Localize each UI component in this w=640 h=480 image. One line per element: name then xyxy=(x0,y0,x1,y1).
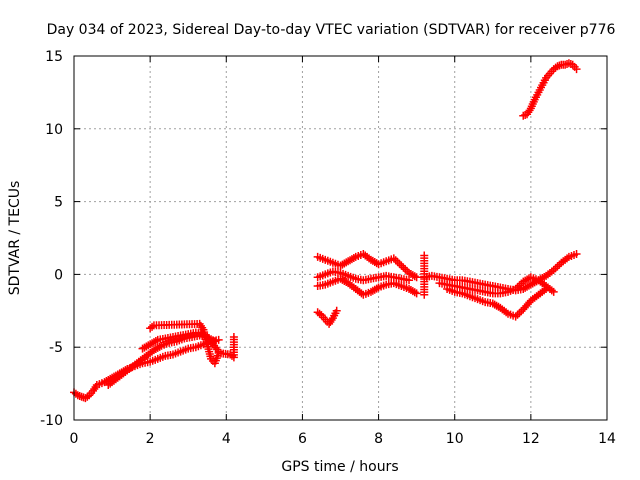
data-point xyxy=(315,309,324,318)
y-tick-label: 15 xyxy=(45,49,63,65)
x-tick-label: 8 xyxy=(374,431,383,447)
data-point xyxy=(412,289,421,298)
data-point xyxy=(515,281,524,290)
data-point xyxy=(397,261,406,270)
axis-ticks: 0 2 4 6 8 10 12 14 -10 -5 0 5 10 15 xyxy=(40,49,616,447)
y-tick-label: -5 xyxy=(49,340,63,356)
data-point xyxy=(389,254,398,263)
x-axis-label: GPS time / hours xyxy=(281,459,398,475)
data-point xyxy=(332,306,341,315)
data-point xyxy=(401,265,410,274)
data-point xyxy=(227,351,236,360)
x-tick-label: 4 xyxy=(222,431,231,447)
data-point xyxy=(549,287,558,296)
data-point xyxy=(513,283,522,292)
chart-title: Day 034 of 2023, Sidereal Day-to-day VTE… xyxy=(47,22,616,38)
x-tick-label: 10 xyxy=(446,431,464,447)
data-point xyxy=(540,286,549,295)
data-point xyxy=(553,262,562,271)
data-point xyxy=(517,307,526,316)
data-point xyxy=(395,259,404,268)
data-point xyxy=(572,250,581,259)
data-point xyxy=(511,284,520,293)
data-point xyxy=(547,286,556,295)
x-tick-label: 14 xyxy=(598,431,616,447)
data-point xyxy=(513,310,522,319)
data-point xyxy=(349,254,358,263)
y-tick-label: 5 xyxy=(54,195,63,211)
plot-area-frame xyxy=(73,55,608,421)
data-point xyxy=(502,308,511,317)
data-point xyxy=(551,264,560,273)
data-point xyxy=(515,308,524,317)
data-point xyxy=(399,263,408,272)
data-point xyxy=(410,288,419,297)
data-point xyxy=(151,337,160,346)
y-tick-label: 10 xyxy=(45,122,63,138)
data-point xyxy=(391,256,400,265)
data-point xyxy=(229,333,238,342)
x-tick-label: 2 xyxy=(146,431,155,447)
data-point xyxy=(420,290,429,299)
y-tick-label: 0 xyxy=(54,267,63,283)
y-axis-label: SDTVAR / TECUs xyxy=(7,181,23,296)
y-tick-label: -10 xyxy=(40,413,63,429)
data-point xyxy=(393,258,402,267)
data-point xyxy=(410,272,419,281)
data-point xyxy=(549,266,558,275)
data-point xyxy=(148,322,157,331)
data-point xyxy=(511,312,520,321)
data-point xyxy=(405,276,414,285)
data-point xyxy=(563,254,572,263)
data-point xyxy=(372,284,381,293)
data-point xyxy=(412,273,421,282)
data-point xyxy=(155,342,164,351)
x-tick-label: 12 xyxy=(522,431,540,447)
data-point xyxy=(83,392,92,401)
data-point xyxy=(542,284,551,293)
data-point xyxy=(572,65,581,74)
x-tick-label: 0 xyxy=(70,431,79,447)
data-points xyxy=(70,59,581,403)
x-tick-label: 6 xyxy=(298,431,307,447)
